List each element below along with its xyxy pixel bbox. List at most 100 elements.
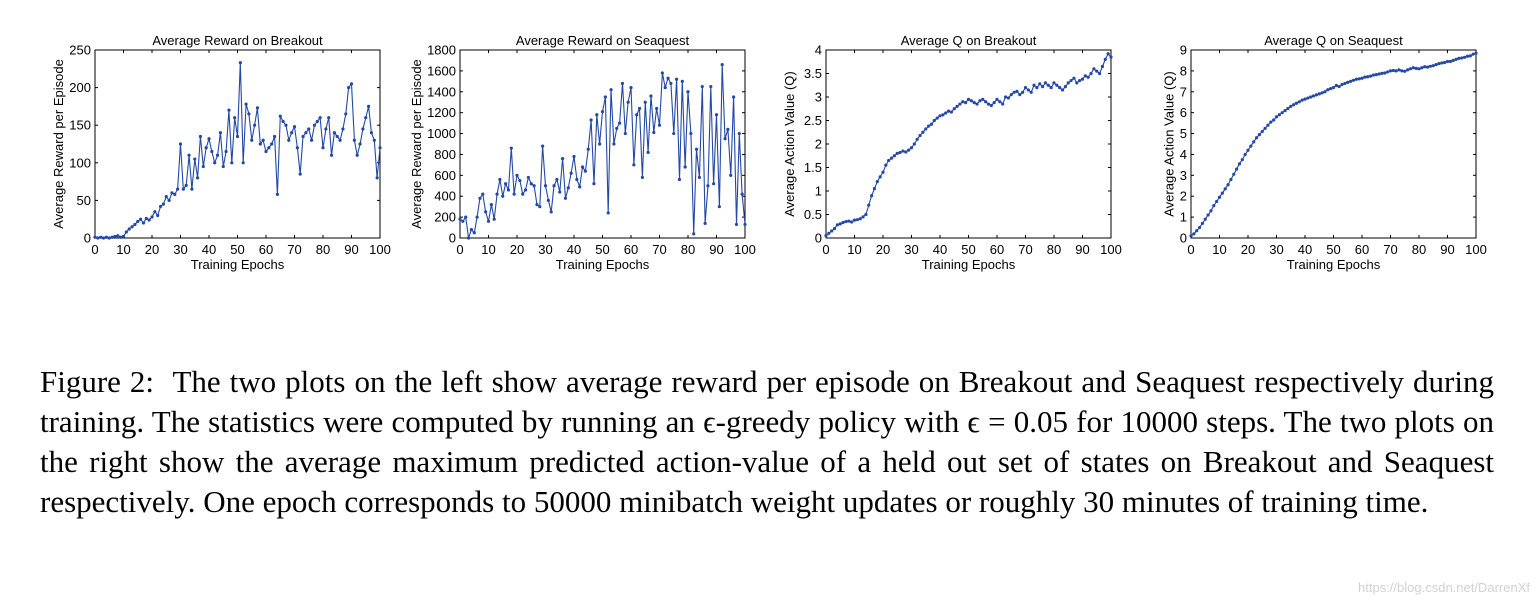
x-tick-label: 20 (145, 242, 159, 257)
data-point (643, 100, 647, 104)
data-point (1026, 88, 1030, 92)
x-tick-label: 80 (681, 242, 695, 257)
data-point (1331, 86, 1336, 90)
y-tick-label: 7 (1180, 84, 1187, 99)
data-point (852, 218, 857, 222)
data-point (1380, 71, 1384, 75)
data-point (1237, 162, 1242, 166)
data-point (535, 202, 539, 207)
data-point (1417, 67, 1421, 71)
data-point (361, 127, 365, 131)
data-point (458, 217, 462, 221)
data-point (1246, 148, 1250, 152)
data-point (932, 118, 936, 123)
data-point (1217, 195, 1222, 199)
data-point (1003, 95, 1008, 99)
data-point (924, 127, 928, 131)
data-point (1468, 54, 1472, 58)
x-tick-label: 80 (316, 242, 330, 257)
data-point (329, 153, 334, 157)
data-point (689, 131, 693, 136)
data-point (680, 79, 684, 83)
data-point (543, 184, 548, 188)
data-point (173, 192, 177, 196)
data-point (1006, 96, 1011, 100)
data-point (563, 196, 568, 200)
data-point (264, 149, 268, 154)
data-point (227, 108, 231, 112)
data-point (600, 110, 605, 114)
data-point (878, 175, 882, 179)
data-point (515, 173, 519, 177)
data-point (1443, 60, 1447, 65)
data-point (292, 125, 297, 129)
data-point (247, 112, 251, 116)
data-point (310, 138, 314, 142)
data-point (635, 113, 639, 117)
data-point (139, 217, 143, 221)
data-point (1383, 71, 1387, 75)
data-point (1326, 88, 1330, 92)
x-tick-label: 70 (1383, 242, 1397, 257)
data-point (737, 131, 741, 136)
x-tick-label: 10 (481, 242, 495, 257)
data-point (586, 147, 590, 151)
data-point (230, 161, 234, 165)
data-point (732, 95, 736, 99)
data-point (889, 156, 894, 160)
data-point (1306, 96, 1310, 100)
data-point (207, 137, 211, 141)
data-point (1434, 63, 1438, 67)
data-point (595, 113, 599, 117)
data-point (261, 138, 265, 142)
data-point (558, 190, 562, 194)
data-point (1100, 64, 1105, 69)
data-point (1349, 79, 1353, 83)
data-point (307, 127, 311, 131)
data-point (469, 228, 473, 232)
y-tick-label: 9 (1180, 43, 1187, 58)
data-point (101, 236, 106, 240)
data-point (1414, 66, 1418, 70)
data-point (124, 230, 128, 234)
x-tick-label: 80 (1047, 242, 1061, 257)
y-tick-label: 200 (69, 80, 91, 95)
x-tick-label: 0 (1187, 242, 1194, 257)
data-point (372, 138, 376, 142)
data-point (181, 187, 185, 191)
data-point (981, 97, 985, 101)
caption-label: Figure 2: (40, 364, 155, 399)
data-point (1272, 118, 1276, 122)
data-point (1397, 68, 1401, 72)
y-axis-label: Average Reward per Episode (51, 59, 66, 229)
data-point (1360, 76, 1364, 80)
data-point (1266, 123, 1270, 127)
data-point (193, 157, 197, 161)
data-point (875, 180, 879, 184)
data-point (295, 146, 299, 150)
data-point (1314, 93, 1318, 97)
data-point (1109, 55, 1113, 59)
data-point (1428, 64, 1432, 68)
data-point (1095, 69, 1099, 73)
data-point (904, 150, 908, 154)
data-point (1189, 234, 1193, 238)
data-point (855, 218, 859, 222)
data-point (1060, 88, 1065, 92)
data-point (743, 222, 747, 227)
data-point (1092, 67, 1096, 71)
data-point (1343, 81, 1347, 86)
data-point (972, 101, 976, 105)
y-tick-label: 1000 (427, 126, 456, 141)
data-point (909, 146, 914, 150)
x-axis-label: Training Epochs (191, 257, 285, 272)
y-tick-label: 8 (1180, 63, 1187, 78)
data-point (1329, 87, 1333, 91)
data-point (253, 123, 257, 127)
data-point (580, 165, 585, 169)
x-tick-label: 70 (652, 242, 666, 257)
data-point (93, 235, 97, 239)
data-point (321, 146, 325, 150)
data-point (1032, 83, 1036, 87)
data-point (352, 138, 356, 142)
